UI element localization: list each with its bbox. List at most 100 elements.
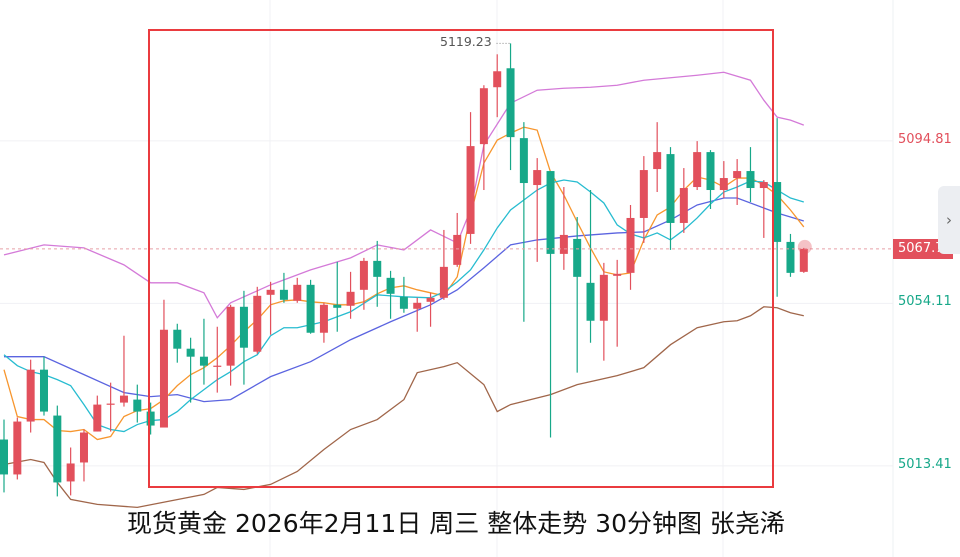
candle-body xyxy=(266,289,275,295)
candle-body xyxy=(293,284,302,301)
candle-body xyxy=(66,463,75,482)
candle-up xyxy=(759,180,768,238)
candle-up xyxy=(66,447,75,496)
last-price-pulse xyxy=(797,239,812,254)
candle-body xyxy=(226,306,235,366)
candle-down xyxy=(573,216,582,373)
candle-down xyxy=(773,118,782,297)
candle-down xyxy=(333,261,342,332)
candle-down xyxy=(786,233,795,277)
candle-body xyxy=(773,182,782,242)
candle-body xyxy=(133,399,142,412)
candle-body xyxy=(413,302,422,309)
y-tick-label: 5094.81 xyxy=(898,131,952,147)
candle-body xyxy=(26,369,35,422)
candle-up xyxy=(359,257,368,310)
candle-body xyxy=(439,266,448,298)
candle-body xyxy=(279,289,288,300)
candle-down xyxy=(279,272,288,303)
candle-up xyxy=(466,112,475,244)
candle-body xyxy=(573,238,582,277)
candle-body xyxy=(453,234,462,265)
candle-up xyxy=(453,212,462,267)
candle-body xyxy=(53,415,62,483)
candle-body xyxy=(213,365,222,367)
candle-up xyxy=(226,304,235,386)
candle-body xyxy=(613,273,622,276)
candle-up xyxy=(79,429,88,482)
candle-body xyxy=(373,260,382,277)
candle-body xyxy=(786,241,795,273)
candle-body xyxy=(39,369,48,412)
candle-down xyxy=(0,419,8,493)
candle-up xyxy=(413,297,422,332)
candle-down xyxy=(39,356,48,416)
candle-body xyxy=(519,138,528,184)
candle-up xyxy=(26,359,35,433)
candle-body xyxy=(199,356,208,366)
candle-body xyxy=(479,88,488,145)
candle-down xyxy=(133,384,142,423)
candle-up xyxy=(599,262,608,361)
candle-down xyxy=(306,279,315,334)
candle-body xyxy=(13,421,22,475)
candle-body xyxy=(626,217,635,273)
candle-up xyxy=(639,156,648,243)
candle-up xyxy=(653,122,662,193)
candle-body xyxy=(319,304,328,333)
candle-up xyxy=(693,141,702,191)
candle-body xyxy=(559,234,568,254)
candle-down xyxy=(173,323,182,363)
candle-body xyxy=(759,182,768,189)
candle-up xyxy=(293,277,302,303)
y-tick-label: 5054.11 xyxy=(898,294,952,310)
candle-body xyxy=(546,171,555,254)
candle-up xyxy=(426,292,435,327)
candle-body xyxy=(119,395,128,403)
candle-body xyxy=(386,277,395,294)
candle-body xyxy=(799,248,808,272)
candle-down xyxy=(146,402,155,435)
candle-up xyxy=(679,168,688,233)
last-price-line xyxy=(0,239,893,254)
candle-body xyxy=(159,329,168,428)
candle-down xyxy=(586,190,595,343)
candle-body xyxy=(306,284,315,333)
candle-down xyxy=(239,290,248,385)
candle-down xyxy=(666,147,675,250)
candle-up xyxy=(106,382,115,432)
candle-body xyxy=(333,304,342,308)
candle-down xyxy=(706,150,715,209)
candle-body xyxy=(746,171,755,189)
candle-body xyxy=(79,432,88,463)
scroll-right-button[interactable]: › xyxy=(938,186,960,254)
candle-body xyxy=(599,274,608,321)
candle-up xyxy=(493,54,502,118)
candle-up xyxy=(479,85,488,191)
candle-body xyxy=(399,296,408,309)
candle-up xyxy=(319,302,328,343)
candle-up xyxy=(266,281,275,335)
candles xyxy=(0,43,808,497)
candle-up xyxy=(719,161,728,199)
candle-down xyxy=(373,240,382,307)
candle-up xyxy=(346,271,355,319)
candle-down xyxy=(746,147,755,202)
candle-body xyxy=(426,297,435,302)
candle-down xyxy=(186,337,195,403)
candle-down xyxy=(519,122,528,322)
chart-caption: 现货黄金 2026年2月11日 周三 整体走势 30分钟图 张尧浠 xyxy=(127,509,785,538)
candle-body xyxy=(506,68,515,138)
candle-up xyxy=(533,158,542,262)
candle-up xyxy=(559,187,568,270)
candle-body xyxy=(679,188,688,223)
candle-up xyxy=(119,335,128,407)
candle-body xyxy=(586,282,595,321)
candle-body xyxy=(493,71,502,88)
candle-up xyxy=(439,229,448,300)
candle-down xyxy=(399,276,408,313)
candle-up xyxy=(159,299,168,428)
candle-body xyxy=(253,295,262,352)
candle-down xyxy=(386,270,395,319)
